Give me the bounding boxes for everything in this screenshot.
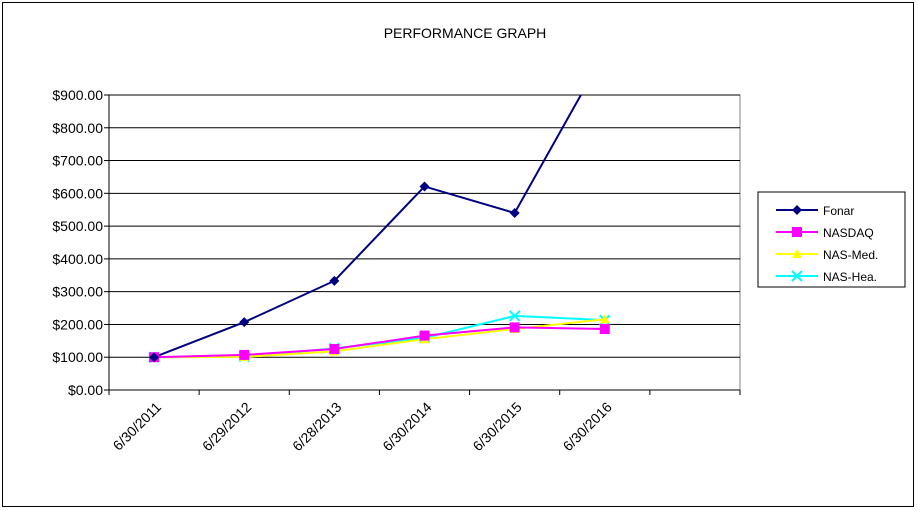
data-point-fonar bbox=[419, 181, 430, 192]
legend-box bbox=[757, 191, 906, 288]
legend-label: Fonar bbox=[823, 204, 854, 218]
x-tick-label: 6/29/2012 bbox=[199, 399, 255, 455]
y-tick-label: $500.00 bbox=[52, 218, 103, 234]
data-point-fonar bbox=[509, 208, 520, 218]
x-tick-label: 6/28/2013 bbox=[289, 399, 345, 455]
x-tick-label: 6/30/2014 bbox=[379, 399, 435, 455]
y-tick-label: $400.00 bbox=[52, 251, 103, 267]
y-tick-label: $100.00 bbox=[52, 349, 103, 365]
data-point-nas-med bbox=[599, 314, 610, 324]
legend-marker bbox=[792, 249, 802, 258]
data-point-fonar bbox=[239, 317, 250, 328]
legend-label: NASDAQ bbox=[823, 226, 874, 240]
marker-stroke bbox=[791, 270, 803, 282]
series-line-fonar bbox=[153, 95, 583, 359]
y-tick-label: $700.00 bbox=[52, 153, 103, 169]
y-tick-label: $900.00 bbox=[52, 87, 103, 103]
y-tick-label: $0.00 bbox=[68, 382, 103, 398]
y-tick-label: $200.00 bbox=[52, 316, 103, 332]
data-point-nasdaq bbox=[329, 344, 340, 355]
legend-label: NAS-Med. bbox=[823, 248, 878, 262]
y-tick-label: $300.00 bbox=[52, 284, 103, 300]
series-line-nasdaq bbox=[154, 326, 605, 359]
data-point-fonar bbox=[600, 47, 610, 57]
data-point-nas-hea bbox=[508, 310, 521, 322]
legend: Fonar NASDAQ NAS-Med. NAS-Hea. bbox=[757, 191, 906, 288]
data-point-nasdaq bbox=[509, 322, 520, 333]
marker-stroke bbox=[508, 310, 521, 322]
y-tick-label: $800.00 bbox=[52, 120, 103, 136]
x-tick-label: 6/30/2011 bbox=[110, 399, 165, 454]
legend-marker bbox=[792, 227, 802, 237]
data-point-nasdaq bbox=[239, 349, 250, 360]
y-tick-label: $600.00 bbox=[52, 185, 103, 201]
legend-marker bbox=[791, 270, 803, 282]
plot-area bbox=[108, 94, 741, 391]
legend-label: NAS-Hea. bbox=[823, 270, 877, 284]
chart-title: PERFORMANCE GRAPH bbox=[384, 25, 547, 41]
legend-marker bbox=[792, 205, 802, 215]
data-point-fonar bbox=[149, 352, 160, 363]
x-tick-label: 6/30/2016 bbox=[560, 399, 616, 455]
x-tick-label: 6/30/2015 bbox=[469, 399, 525, 455]
data-point-nasdaq bbox=[419, 330, 430, 341]
data-point-nasdaq bbox=[599, 324, 610, 335]
data-point-fonar bbox=[329, 275, 340, 286]
